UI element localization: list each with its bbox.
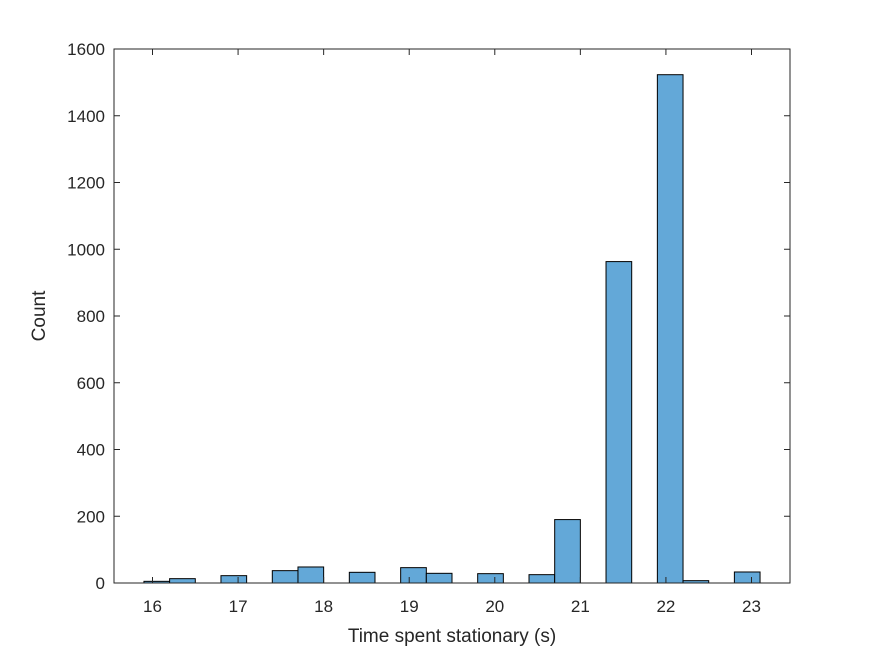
x-tick-label: 20 — [485, 597, 504, 616]
y-tick-label: 400 — [77, 441, 105, 460]
x-tick-label: 23 — [742, 597, 761, 616]
y-axis-label: Count — [29, 290, 50, 341]
histogram-bar — [220, 575, 248, 584]
histogram-bar — [297, 566, 325, 584]
histogram-bar — [528, 574, 556, 584]
x-axis-ticks: 16 17 18 19 20 21 22 23 — [143, 49, 761, 616]
histogram-bar — [425, 572, 453, 584]
histogram-bar — [271, 570, 299, 584]
histogram-bar — [554, 519, 581, 584]
y-axis-ticks: 0 200 400 600 800 1000 1200 1400 1600 — [67, 40, 790, 593]
histogram-bar — [400, 567, 427, 584]
histogram-bar — [733, 571, 761, 584]
y-tick-label: 1000 — [67, 240, 105, 259]
plot-area — [114, 49, 790, 583]
histogram-bar — [605, 261, 633, 584]
histogram-bars — [143, 74, 761, 584]
y-tick-label: 200 — [77, 507, 105, 526]
x-tick-label: 21 — [571, 597, 590, 616]
x-tick-label: 22 — [656, 597, 675, 616]
y-tick-label: 1200 — [67, 174, 105, 193]
y-tick-label: 600 — [77, 374, 105, 393]
x-tick-label: 18 — [314, 597, 333, 616]
y-tick-label: 0 — [96, 574, 105, 593]
x-tick-label: 19 — [400, 597, 419, 616]
histogram-bar — [169, 578, 196, 584]
x-tick-label: 17 — [229, 597, 248, 616]
y-tick-label: 1600 — [67, 40, 105, 59]
x-axis-label: Time spent stationary (s) — [348, 626, 556, 647]
x-tick-label: 16 — [143, 597, 162, 616]
y-tick-label: 1400 — [67, 107, 105, 126]
histogram-bar — [477, 573, 504, 584]
histogram-bar — [348, 571, 376, 584]
histogram-bar — [656, 74, 684, 584]
y-tick-label: 800 — [77, 307, 105, 326]
